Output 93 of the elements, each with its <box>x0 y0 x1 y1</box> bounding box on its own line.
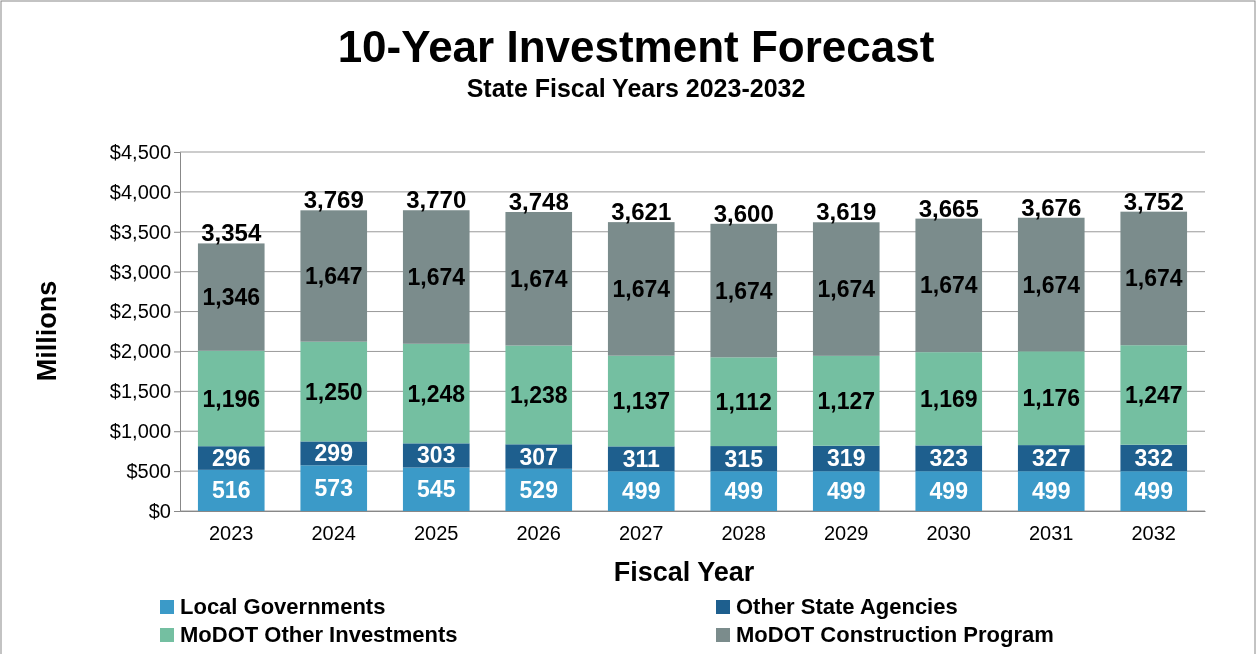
data-label: 516 <box>212 477 251 504</box>
chart-subtitle: State Fiscal Years 2023-2032 <box>466 74 806 102</box>
total-label: 3,665 <box>918 194 979 222</box>
data-label: 1,238 <box>509 381 568 408</box>
data-label: 303 <box>417 442 456 469</box>
x-tick-label: 2028 <box>721 522 766 544</box>
total-label: 3,770 <box>406 186 467 214</box>
data-label: 307 <box>519 443 558 470</box>
bar <box>197 243 265 351</box>
data-label: 1,674 <box>612 275 671 302</box>
total-label: 3,676 <box>1021 193 1082 221</box>
data-label: 1,196 <box>202 385 261 412</box>
data-label: 1,137 <box>612 388 671 415</box>
data-label: 296 <box>212 445 251 472</box>
x-tick-label: 2027 <box>619 522 664 544</box>
bar <box>812 355 880 446</box>
data-label: 1,250 <box>304 378 363 405</box>
legend-label: Other State Agencies <box>736 594 958 619</box>
y-tick-label: $2,500 <box>109 300 171 323</box>
data-label: 499 <box>1134 478 1173 505</box>
bar <box>402 210 470 344</box>
data-label: 1,112 <box>715 388 772 415</box>
x-tick-label: 2023 <box>209 522 254 544</box>
legend-label: MoDOT Other Investments <box>180 622 458 647</box>
data-label: 499 <box>724 478 763 505</box>
bar <box>710 357 778 447</box>
bar <box>1017 351 1085 446</box>
y-tick-label: $3,500 <box>109 220 171 243</box>
x-tick-label: 2031 <box>1029 522 1074 544</box>
data-label: 1,674 <box>714 277 773 304</box>
x-tick-label: 2026 <box>516 522 561 544</box>
data-label: 499 <box>929 478 968 505</box>
y-tick-label: $1,500 <box>109 380 171 403</box>
x-tick-label: 2032 <box>1131 522 1176 544</box>
total-label: 3,748 <box>508 187 569 215</box>
x-tick-label: 2029 <box>824 522 869 544</box>
chart-title: 10-Year Investment Forecast <box>337 22 935 71</box>
data-label: 1,674 <box>1022 271 1081 298</box>
data-label: 1,674 <box>817 276 876 303</box>
total-label: 3,619 <box>816 198 877 226</box>
data-label: 1,674 <box>407 264 466 291</box>
data-label: 323 <box>929 445 968 472</box>
data-label: 573 <box>314 475 353 502</box>
y-tick-label: $4,000 <box>109 180 171 203</box>
data-label: 1,248 <box>407 380 466 407</box>
bar <box>1120 345 1188 445</box>
legend-label: MoDOT Construction Program <box>736 622 1054 647</box>
data-label: 299 <box>314 440 353 467</box>
legend-label: Local Governments <box>180 594 386 619</box>
total-label: 3,600 <box>713 199 774 227</box>
data-label: 1,674 <box>919 272 978 299</box>
y-tick-label: $500 <box>126 460 171 483</box>
data-label: 499 <box>622 478 661 505</box>
data-label: 1,346 <box>202 284 261 311</box>
data-label: 499 <box>827 478 866 505</box>
data-label: 1,127 <box>817 387 876 414</box>
data-label: 545 <box>417 476 456 503</box>
data-label: 1,169 <box>919 385 978 412</box>
x-axis-title: Fiscal Year <box>613 557 755 587</box>
y-tick-label: $1,000 <box>109 420 171 443</box>
y-axis-title: Millions <box>32 280 62 382</box>
data-label: 332 <box>1134 444 1173 471</box>
data-label: 1,674 <box>509 265 568 292</box>
total-label: 3,752 <box>1123 187 1184 215</box>
total-label: 3,354 <box>201 219 262 247</box>
total-label: 3,621 <box>611 198 672 226</box>
bar <box>402 343 470 444</box>
bar <box>607 222 675 356</box>
y-tick-label: $4,500 <box>109 140 171 163</box>
bar <box>915 352 983 446</box>
bar <box>607 355 675 447</box>
bar <box>812 222 880 356</box>
data-label: 327 <box>1032 445 1071 472</box>
bar <box>300 341 368 442</box>
data-label: 1,176 <box>1022 385 1081 412</box>
x-tick-label: 2024 <box>311 522 356 544</box>
data-label: 1,247 <box>1124 381 1183 408</box>
data-label: 311 <box>622 445 661 472</box>
data-label: 499 <box>1032 478 1071 505</box>
data-label: 1,674 <box>1124 265 1183 292</box>
x-tick-label: 2030 <box>926 522 971 544</box>
y-tick-label: $3,000 <box>109 260 171 283</box>
bar <box>300 210 368 342</box>
data-label: 1,647 <box>304 263 363 290</box>
y-tick-label: $0 <box>148 499 171 522</box>
y-tick-label: $2,000 <box>109 340 171 363</box>
total-label: 3,769 <box>303 186 364 214</box>
bar <box>197 350 265 447</box>
data-label: 529 <box>519 476 558 503</box>
data-label: 315 <box>724 445 764 472</box>
bar <box>505 345 573 445</box>
x-tick-label: 2025 <box>414 522 459 544</box>
data-label: 319 <box>827 445 866 472</box>
